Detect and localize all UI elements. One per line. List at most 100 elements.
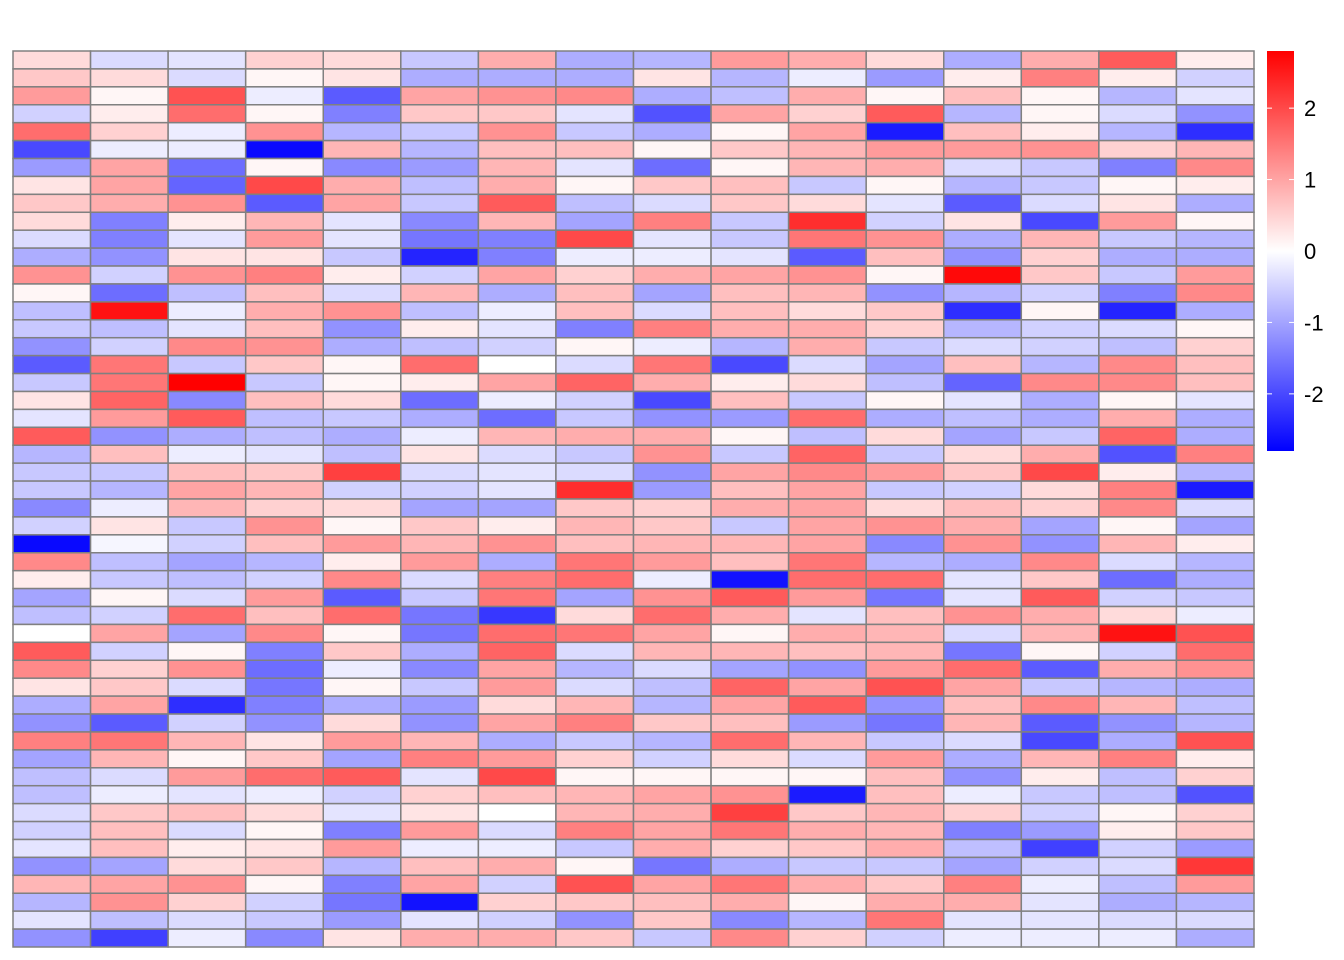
heatmap-cell [632, 874, 712, 894]
heatmap-cell [167, 534, 247, 554]
heatmap-cell [1175, 336, 1255, 357]
heatmap-cell [400, 552, 480, 572]
heatmap-cell [89, 605, 169, 626]
heatmap-cell [787, 301, 867, 321]
heatmap-cell [400, 193, 480, 214]
heatmap-cell [865, 444, 945, 464]
heatmap-cell [555, 444, 635, 464]
heatmap-cell [477, 767, 557, 787]
heatmap-cell [710, 408, 790, 429]
heatmap-cell [1020, 265, 1100, 285]
heatmap-cell [167, 874, 247, 894]
heatmap-cell [632, 175, 712, 196]
heatmap-cell [244, 928, 324, 948]
heatmap-cell [1098, 211, 1178, 231]
heatmap-cell [1175, 677, 1255, 697]
heatmap-cell [1020, 283, 1100, 303]
heatmap-cell [1020, 354, 1100, 375]
heatmap-cell [477, 68, 557, 88]
heatmap-cell [555, 856, 635, 877]
heatmap-cell [787, 587, 867, 608]
heatmap-cell [787, 50, 867, 70]
heatmap-cell [787, 767, 867, 787]
heatmap-cell [1098, 569, 1178, 590]
heatmap-cell [632, 68, 712, 88]
heatmap-cell [1020, 426, 1100, 446]
colorbar-tick-label: -1 [1304, 310, 1324, 335]
heatmap-cell [710, 784, 790, 805]
heatmap-cell [787, 910, 867, 930]
heatmap-cell [1098, 50, 1178, 70]
heatmap-cell [400, 516, 480, 536]
heatmap-cell [1098, 587, 1178, 608]
heatmap-cell [632, 336, 712, 357]
heatmap-cell [632, 193, 712, 214]
heatmap-cell [244, 444, 324, 464]
heatmap-cell [89, 354, 169, 375]
heatmap-cell [1098, 623, 1178, 644]
heatmap-cell [12, 319, 92, 339]
heatmap-cell [89, 820, 169, 841]
heatmap-cell [89, 713, 169, 733]
heatmap-cell [787, 677, 867, 697]
heatmap-cell [555, 301, 635, 321]
heatmap-cell [244, 336, 324, 357]
heatmap-cell [322, 874, 402, 894]
heatmap-cell [1175, 68, 1255, 88]
heatmap-cell [865, 301, 945, 321]
heatmap-cell [12, 50, 92, 70]
heatmap-cell [89, 587, 169, 608]
heatmap-cell [89, 659, 169, 679]
heatmap-cell [89, 426, 169, 446]
heatmap-cell [943, 569, 1023, 590]
heatmap-cell [1175, 390, 1255, 411]
heatmap-cell [1175, 713, 1255, 733]
heatmap-cell [477, 731, 557, 751]
heatmap-cell [632, 731, 712, 751]
heatmap-cell [89, 193, 169, 214]
heatmap-cell [167, 193, 247, 214]
heatmap-cell [1175, 354, 1255, 375]
heatmap-cell [1020, 104, 1100, 124]
heatmap-cell [1175, 444, 1255, 464]
heatmap-cell [632, 247, 712, 267]
heatmap-cell [865, 552, 945, 572]
heatmap-cell [477, 408, 557, 429]
heatmap-cell [1098, 516, 1178, 536]
heatmap-cell [943, 211, 1023, 231]
heatmap-cell [865, 354, 945, 375]
heatmap-cell [400, 856, 480, 877]
heatmap-cell [477, 910, 557, 930]
heatmap-cell [477, 677, 557, 697]
heatmap-cell [943, 516, 1023, 536]
heatmap-cell [865, 910, 945, 930]
heatmap-cell [89, 372, 169, 393]
heatmap-cell [943, 265, 1023, 285]
heatmap-cell [710, 354, 790, 375]
heatmap-cell [1098, 462, 1178, 482]
heatmap-cell [400, 211, 480, 231]
heatmap-cell [1098, 892, 1178, 912]
heatmap-cell [632, 480, 712, 500]
heatmap-cell [167, 319, 247, 339]
heatmap-cell [400, 731, 480, 751]
heatmap-cell [787, 336, 867, 357]
heatmap-cell [244, 104, 324, 124]
heatmap-cell [1098, 480, 1178, 500]
heatmap-cell [710, 50, 790, 70]
heatmap-cell [322, 283, 402, 303]
heatmap-cell [244, 623, 324, 644]
heatmap-cell [244, 910, 324, 930]
colorbar-tick-label: -2 [1304, 382, 1324, 407]
heatmap-cell [865, 139, 945, 160]
heatmap-cell [167, 229, 247, 249]
heatmap-cell [322, 426, 402, 446]
heatmap-cell [89, 623, 169, 644]
heatmap-cell [1175, 892, 1255, 912]
heatmap-cell [400, 784, 480, 805]
heatmap-cell [167, 104, 247, 124]
heatmap-cell [555, 731, 635, 751]
heatmap-cell [555, 695, 635, 715]
heatmap-cell [787, 731, 867, 751]
heatmap-cell [244, 319, 324, 339]
